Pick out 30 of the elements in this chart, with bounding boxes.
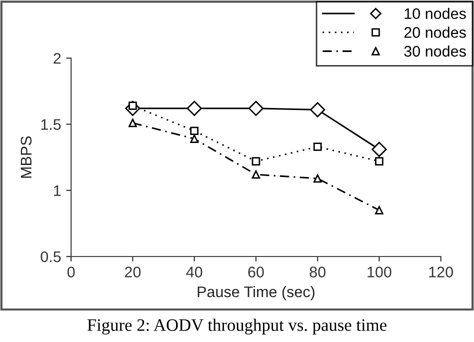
x-tick-label: 100 — [368, 266, 392, 278]
legend-label: 10 nodes — [404, 8, 466, 20]
x-tick-label: 0 — [67, 266, 75, 278]
y-tick-label: 0.5 — [40, 251, 61, 262]
legend-label: 30 nodes — [404, 45, 466, 57]
point — [190, 126, 199, 136]
y-tick-label: 1 — [54, 185, 61, 196]
x-tick-label: 120 — [429, 266, 453, 278]
caption: Figure 2: AODV throughput vs. pause time — [87, 318, 386, 335]
point — [248, 100, 264, 116]
point — [252, 157, 260, 166]
point — [375, 157, 384, 166]
point — [190, 134, 199, 143]
x-tick-label: 40 — [186, 266, 202, 278]
legend-label: 20 nodes — [404, 26, 466, 38]
x-tick-label: 60 — [248, 266, 264, 278]
point — [313, 174, 322, 183]
point — [128, 118, 137, 128]
point — [375, 206, 384, 214]
y-tick-label: 1.5 — [41, 119, 61, 130]
x-axis-title: Pause Time (sec) — [198, 286, 314, 300]
point — [186, 100, 202, 116]
point — [372, 142, 387, 157]
y-tick-label: 2 — [54, 53, 61, 64]
x-tick-label: 20 — [124, 266, 141, 278]
point — [310, 102, 326, 118]
point — [313, 142, 322, 151]
x-tick-label: 80 — [310, 266, 326, 278]
point — [252, 170, 260, 179]
y-axis-title: MBPS — [20, 136, 32, 178]
